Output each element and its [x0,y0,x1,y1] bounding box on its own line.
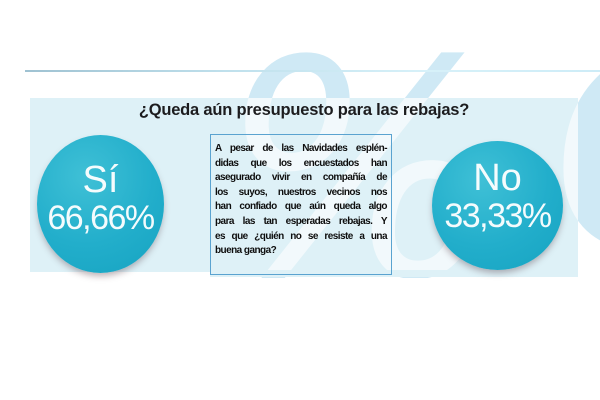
result-circle-yes: Sí 66,66% [37,135,164,273]
survey-panel-extension [210,270,578,277]
note-line: para las tan esperadas rebajas. Y [215,215,388,227]
no-value: 33,33% [444,196,552,235]
no-label: No [473,156,522,199]
note-line: didas que los encuestados han [215,157,388,169]
note-line: buena ganga? [215,245,277,257]
result-circle-no: No 33,33% [432,141,563,270]
note-line: los suyos, nuestros vecinos nos [215,186,388,198]
yes-label: Sí [82,158,119,201]
yes-value: 66,66% [47,198,155,237]
divider-line [25,70,600,72]
note-line: A pesar de las Navidades esplén- [215,143,388,154]
note-box: A pesar de las Navidades esplén- didas q… [210,134,392,275]
note-line: han confiado que aún queda algo [215,201,388,213]
note-line: es que ¿quién no se resiste a una [215,230,388,242]
note-line: asegurado vivir en compañía de [215,172,388,184]
survey-question-title: ¿Queda aún presupuesto para las rebajas? [138,101,470,119]
